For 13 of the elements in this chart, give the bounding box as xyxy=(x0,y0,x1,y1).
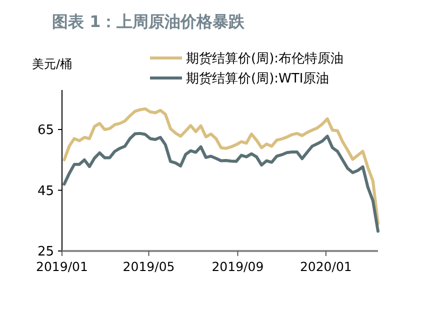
legend-label: 期货结算价(周):布伦特原油 xyxy=(186,52,344,67)
line-series xyxy=(62,107,380,226)
y-tick-label: 25 xyxy=(37,244,54,260)
y-tick-label: 65 xyxy=(37,123,54,138)
y-tick-label: 45 xyxy=(37,184,54,199)
x-tick-label: 2019/05 xyxy=(122,259,175,274)
legend-label: 期货结算价(周):WTI原油 xyxy=(186,72,330,87)
x-tick-label: 2019/09 xyxy=(212,259,264,274)
chart-title: 图表 1：上周原油价格暴跌 xyxy=(52,12,246,31)
y-axis-title: 美元/桶 xyxy=(32,57,72,71)
line-series xyxy=(62,132,380,233)
x-tick-label: 2019/01 xyxy=(36,259,88,274)
x-tick-label: 2020/01 xyxy=(300,259,352,274)
